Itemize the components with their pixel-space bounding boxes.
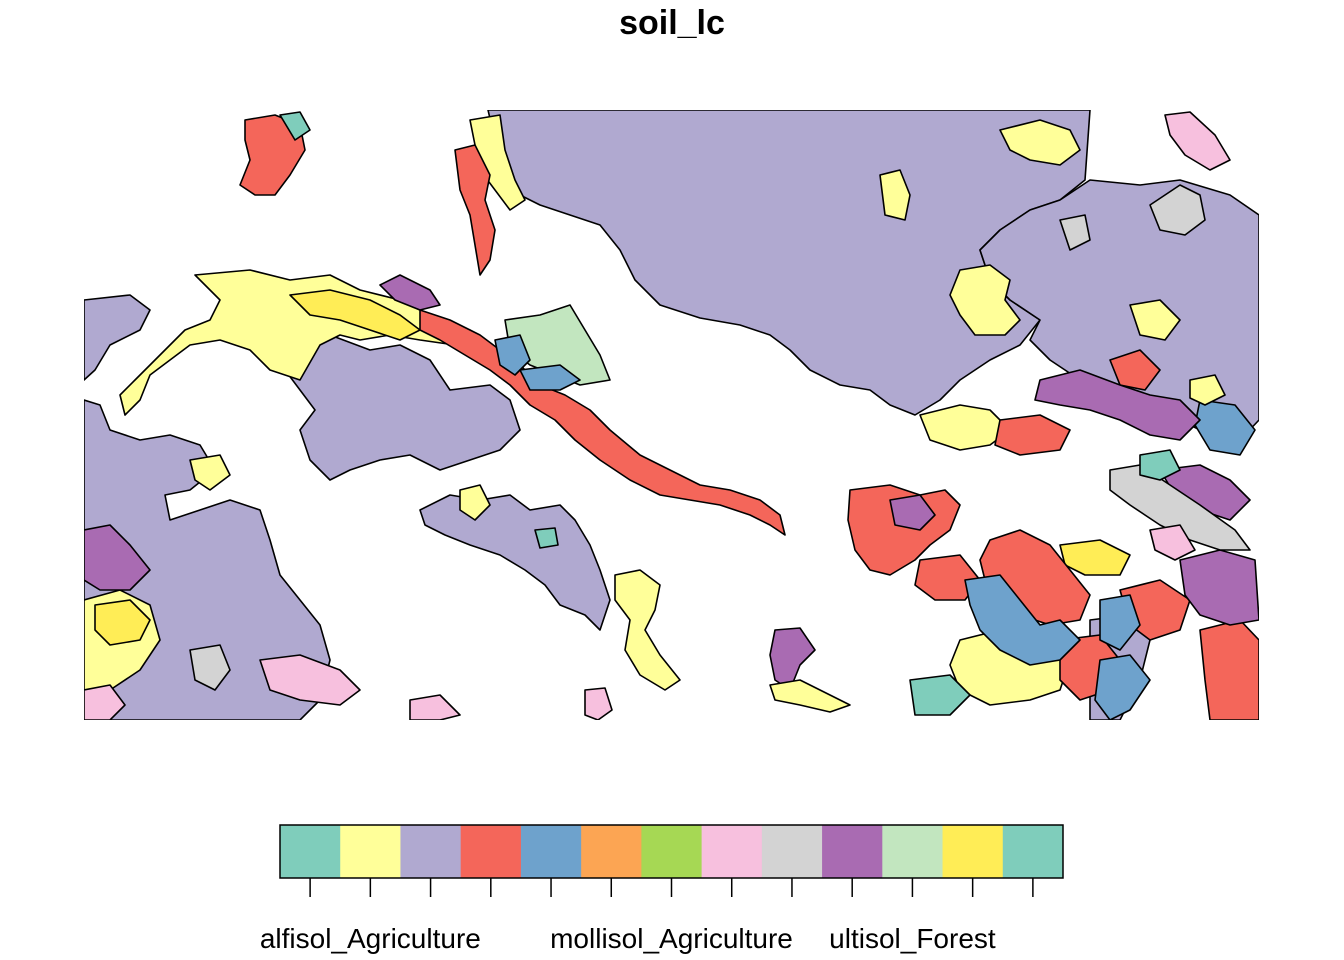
legend-color-box — [641, 825, 703, 878]
soil-polygon — [1099, 594, 1141, 651]
soil-polygon — [259, 654, 361, 706]
legend-color-box — [822, 825, 883, 878]
soil-polygon — [409, 694, 461, 720]
legend-labels: alfisol_Agriculture mollisol_Agriculture u… — [260, 923, 996, 954]
soil-polygon — [419, 494, 611, 631]
soil-polygon — [909, 674, 971, 716]
soil-polygon — [1189, 374, 1226, 406]
legend-label: alfisol_Agriculture — [260, 923, 481, 954]
soil-polygon — [1164, 111, 1231, 171]
soil-polygon — [769, 627, 816, 691]
soil-polygon — [519, 364, 581, 391]
soil-polygon — [1149, 524, 1196, 561]
legend-color-box — [701, 825, 763, 878]
legend-color-box — [400, 825, 462, 878]
soil-polygon — [1034, 369, 1201, 441]
soil-polygon — [94, 599, 151, 646]
soil-polygon — [84, 684, 126, 720]
legend-color-box — [520, 825, 582, 878]
soil-polygon — [1109, 464, 1251, 551]
soil-polygon — [379, 274, 441, 311]
soil-polygon — [889, 494, 936, 531]
soil-polygon — [1109, 349, 1161, 391]
soil-polygon — [1149, 184, 1206, 236]
soil-polygon — [614, 569, 681, 691]
legend-boxes — [280, 825, 1064, 878]
soil-polygon — [914, 554, 981, 601]
soil-polygon — [534, 527, 559, 549]
soil-polygon — [1129, 299, 1181, 341]
soil-polygon — [279, 111, 311, 141]
soil-polygon — [189, 454, 231, 491]
legend-ticks — [309, 878, 1034, 897]
soil-polygon — [584, 687, 613, 720]
legend-color-box — [1002, 825, 1064, 878]
soil-polygon — [994, 414, 1071, 456]
legend-color-box — [460, 825, 522, 878]
legend-color-box — [581, 825, 642, 878]
legend-color-box — [280, 825, 341, 878]
legend-label: mollisol_Agriculture — [550, 923, 793, 954]
soil-polygon — [459, 484, 491, 521]
soil-polygon — [284, 334, 521, 481]
soil-polygon — [1139, 449, 1181, 481]
map-title: soil_lc — [619, 4, 725, 42]
legend-color-box — [761, 825, 823, 878]
soil-polygon — [999, 119, 1081, 166]
soil-polygon — [1094, 654, 1151, 720]
map-polygons — [84, 110, 1259, 720]
soil-polygon — [454, 144, 496, 276]
legend-color-box — [882, 825, 944, 878]
legend-label: ultisol_Forest — [829, 923, 996, 954]
legend-color-box — [942, 825, 1004, 878]
soil-polygon — [879, 169, 911, 221]
soil-polygon — [189, 644, 231, 691]
soil-polygon — [289, 289, 421, 341]
soil-polygon — [494, 334, 531, 376]
legend-color-box — [340, 825, 401, 878]
soil-polygon — [84, 294, 151, 381]
soil-polygon — [769, 679, 851, 713]
soil-polygon — [949, 264, 1021, 336]
soil-polygon — [84, 524, 151, 591]
soil-polygon — [1179, 549, 1259, 626]
soil-polygon — [964, 574, 1081, 666]
soil-polygon — [1059, 214, 1091, 251]
